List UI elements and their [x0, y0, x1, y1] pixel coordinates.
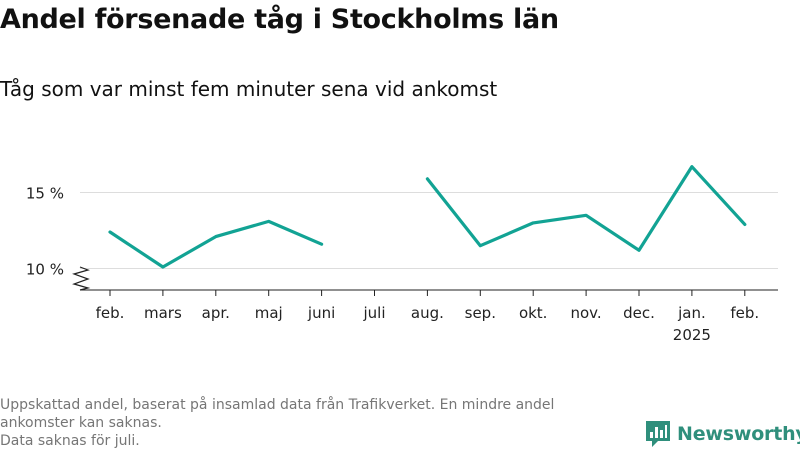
- chart-subtitle: Tåg som var minst fem minuter sena vid a…: [0, 77, 498, 101]
- series-line: [108, 219, 324, 269]
- x-tick-label: juni: [307, 304, 335, 322]
- newsworthy-logo-icon: [646, 421, 670, 447]
- x-tick-label: juli: [362, 304, 385, 322]
- x-tick-label: jan.: [677, 304, 706, 322]
- footnote-line-1: Uppskattad andel, baserat på insamlad da…: [0, 397, 555, 413]
- x-tick-label: sep.: [465, 304, 496, 322]
- newsworthy-logo-text: Newsworthy: [677, 423, 800, 445]
- x-tick-label: mars: [144, 304, 182, 322]
- x-tick-label: dec.: [623, 304, 655, 322]
- footnote-line-2: ankomster kan saknas.: [0, 415, 162, 431]
- x-tick-sublabel: 2025: [673, 326, 711, 344]
- y-tick-label: 10 %: [26, 261, 64, 279]
- x-tick-label: okt.: [519, 304, 548, 322]
- chart-title: Andel försenade tåg i Stockholms län: [0, 4, 559, 35]
- series-line: [425, 165, 747, 252]
- x-tick-label: nov.: [571, 304, 602, 322]
- x-tick-label: aug.: [411, 304, 444, 322]
- axis-break-icon: [72, 266, 91, 291]
- x-tick-label: maj: [255, 304, 283, 322]
- x-tick-label: feb.: [96, 304, 125, 322]
- x-tick-label: feb.: [730, 304, 759, 322]
- x-tick-label: apr.: [202, 304, 230, 322]
- footnote-line-3: Data saknas för juli.: [0, 433, 140, 449]
- y-tick-label: 15 %: [26, 185, 64, 203]
- newsworthy-logo[interactable]: Newsworthy: [645, 420, 800, 448]
